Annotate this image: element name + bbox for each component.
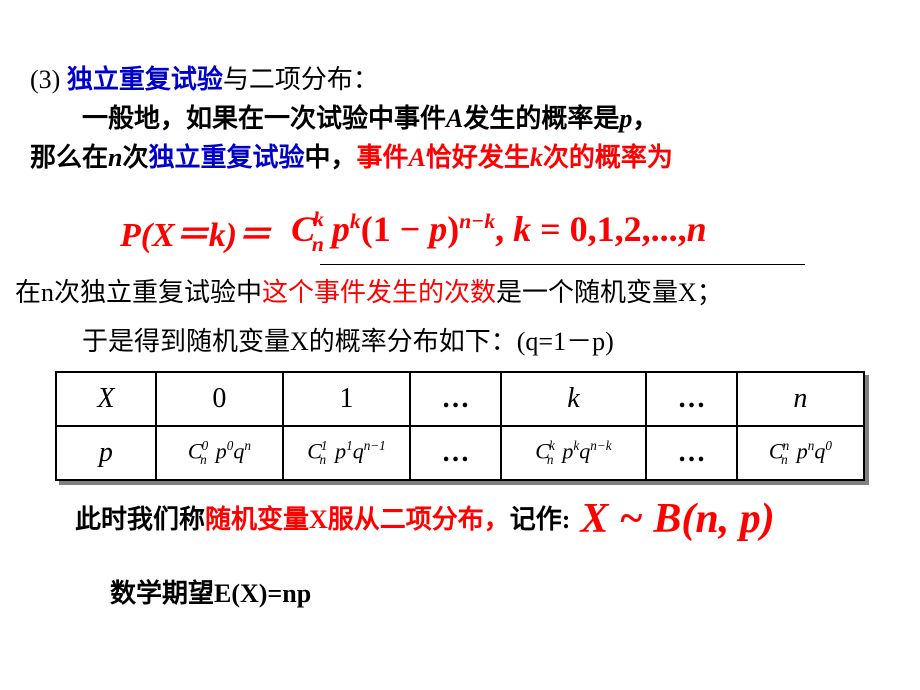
c0q: q xyxy=(233,438,244,463)
heading-num: (3) xyxy=(30,65,67,94)
heading-line: (3) 独立重复试验与二项分布： xyxy=(30,60,890,99)
cell-n: Cnnpnq0 xyxy=(737,426,864,480)
p2-red1: 事件 xyxy=(357,143,409,172)
cell-dots1: … xyxy=(410,426,501,480)
p2-term: 独立重复试验 xyxy=(149,143,305,172)
line3: 在n次独立重复试验中这个事件发生的次数是一个随机变量X； xyxy=(15,273,890,312)
hdr-n: n xyxy=(737,372,864,426)
hdr-k: k xyxy=(501,372,646,426)
binomial-notation: X ~ B(n, p) xyxy=(580,495,774,543)
c0p: p xyxy=(216,438,227,463)
para1: 一般地，如果在一次试验中事件A发生的概率是p， xyxy=(30,99,890,138)
distribution-table: X 0 1 … k … n p C0np0qn C1np1qn−1 … Cknp… xyxy=(55,371,865,481)
para2: 那么在n次独立重复试验中，事件A恰好发生k次的概率为 xyxy=(30,138,890,177)
hdr-1: 1 xyxy=(283,372,410,426)
cnq: q xyxy=(814,438,825,463)
p2-A2: A xyxy=(409,143,426,172)
ckp: p xyxy=(562,438,573,463)
p1-p: p xyxy=(619,104,632,133)
cksup: k xyxy=(549,438,555,453)
p2-k: k xyxy=(530,143,543,172)
cell-k: Cknpkqn−k xyxy=(501,426,646,480)
p1-A: A xyxy=(446,104,463,133)
concl-red: 随机变量X服从二项分布， xyxy=(205,500,510,539)
cnsup: n xyxy=(783,438,790,453)
c1qe: n−1 xyxy=(364,438,386,453)
p2-mid1: 次 xyxy=(122,143,148,172)
c1q: q xyxy=(353,438,364,463)
heading-term: 独立重复试验 xyxy=(67,65,223,94)
f-nmk: n−k xyxy=(459,209,495,233)
p2-red2: 恰好发生 xyxy=(426,143,530,172)
table-row: p C0np0qn C1np1qn−1 … Cknpkqn−k … Cnnpnq… xyxy=(56,426,864,480)
f-kvar: k xyxy=(513,209,531,249)
c0sub: n xyxy=(200,452,207,467)
table-row: X 0 1 … k … n xyxy=(56,372,864,426)
l3-post: 是一个随机变量X； xyxy=(496,278,723,307)
f-lp: (1 − xyxy=(361,209,430,249)
cksub: n xyxy=(547,452,554,467)
formula-underline xyxy=(320,264,805,265)
ckqe: n−k xyxy=(590,438,611,453)
cell-1: C1np1qn−1 xyxy=(283,426,410,480)
formula-rhs: Cknpk(1 − p)n−k, k = 0,1,2,...,n xyxy=(291,208,707,255)
distribution-table-wrap: X 0 1 … k … n p C0np0qn C1np1qn−1 … Cknp… xyxy=(55,371,865,481)
f-n2: n xyxy=(687,209,707,249)
c0qe: n xyxy=(244,438,251,453)
heading-rest: 与二项分布： xyxy=(223,65,379,94)
hdr-X: X xyxy=(56,372,156,426)
f-n1: n xyxy=(312,232,324,256)
conclusion-row: 此时我们称随机变量X服从二项分布，记作: X ~ B(n, p) xyxy=(30,495,890,543)
line4: 于是得到随机变量X的概率分布如下：(q=1－p) xyxy=(30,322,890,361)
cnsub: n xyxy=(781,452,788,467)
c1sup: 1 xyxy=(321,438,328,453)
l3-pre: 在n次独立重复试验中 xyxy=(15,278,262,307)
hdr-0: 0 xyxy=(156,372,283,426)
f-k1: k xyxy=(313,207,324,231)
f-k2: k xyxy=(350,209,361,233)
expectation-line: 数学期望E(X)=np xyxy=(30,573,890,610)
hdr-dots1: … xyxy=(410,372,501,426)
p2-mid2: 中， xyxy=(305,143,357,172)
concl-pre: 此时我们称 xyxy=(75,500,205,539)
p1-tail: ， xyxy=(632,104,658,133)
cell-0: C0np0qn xyxy=(156,426,283,480)
p2-pre: 那么在 xyxy=(30,143,108,172)
f-p: p xyxy=(332,209,350,249)
f-comma: , xyxy=(495,209,513,249)
l3-red: 这个事件发生的次数 xyxy=(262,278,496,307)
p2-red3: 次的概率为 xyxy=(543,143,673,172)
c0sup: 0 xyxy=(202,438,209,453)
cnqe: 0 xyxy=(825,438,832,453)
p1-pre: 一般地，如果在一次试验中事件 xyxy=(30,104,446,133)
c1pe: 1 xyxy=(346,438,353,453)
c1sub: n xyxy=(320,452,327,467)
f-p2: p xyxy=(429,209,447,249)
row-p-label: p xyxy=(56,426,156,480)
cnp: p xyxy=(797,438,808,463)
p2-n: n xyxy=(108,143,122,172)
concl-post: 记作: xyxy=(510,500,571,539)
formula-lhs: P(X＝k)＝ xyxy=(120,207,271,256)
ckq: q xyxy=(579,438,590,463)
f-rp: ) xyxy=(447,209,459,249)
formula-row: P(X＝k)＝ Cknpk(1 − p)n−k, k = 0,1,2,...,n xyxy=(30,207,890,256)
c1p: p xyxy=(335,438,346,463)
cell-dots2: … xyxy=(646,426,737,480)
p1-mid: 发生的概率是 xyxy=(463,104,619,133)
hdr-dots2: … xyxy=(646,372,737,426)
f-eq: = 0,1,2,..., xyxy=(531,209,687,249)
